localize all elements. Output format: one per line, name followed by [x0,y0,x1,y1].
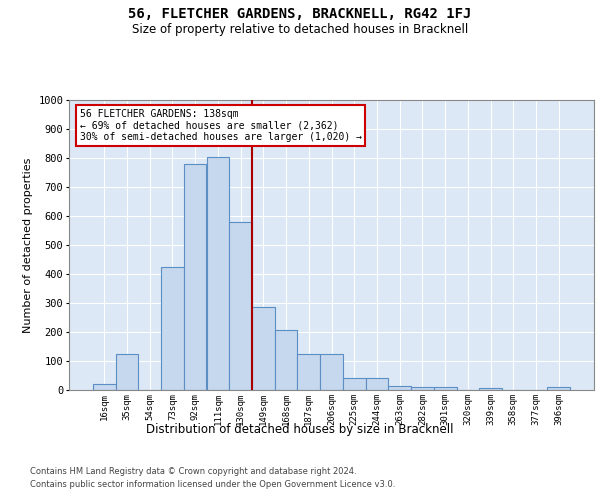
Text: 56, FLETCHER GARDENS, BRACKNELL, RG42 1FJ: 56, FLETCHER GARDENS, BRACKNELL, RG42 1F… [128,8,472,22]
Bar [161,267,184,390]
Bar [388,386,411,390]
Text: Distribution of detached houses by size in Bracknell: Distribution of detached houses by size … [146,422,454,436]
Text: Contains public sector information licensed under the Open Government Licence v3: Contains public sector information licen… [30,480,395,489]
Text: Contains HM Land Registry data © Crown copyright and database right 2024.: Contains HM Land Registry data © Crown c… [30,468,356,476]
Bar [206,156,229,390]
Bar [320,354,343,390]
Bar [547,387,570,390]
Y-axis label: Number of detached properties: Number of detached properties [23,158,33,332]
Bar [116,354,139,390]
Text: 56 FLETCHER GARDENS: 138sqm
← 69% of detached houses are smaller (2,362)
30% of : 56 FLETCHER GARDENS: 138sqm ← 69% of det… [79,108,361,142]
Bar [479,388,502,390]
Text: Size of property relative to detached houses in Bracknell: Size of property relative to detached ho… [132,22,468,36]
Bar [411,387,434,390]
Bar [343,378,365,390]
Bar [184,164,206,390]
Bar [229,222,252,390]
Bar [434,387,457,390]
Bar [298,354,320,390]
Bar [365,378,388,390]
Bar [252,308,275,390]
Bar [275,330,298,390]
Bar [93,384,116,390]
